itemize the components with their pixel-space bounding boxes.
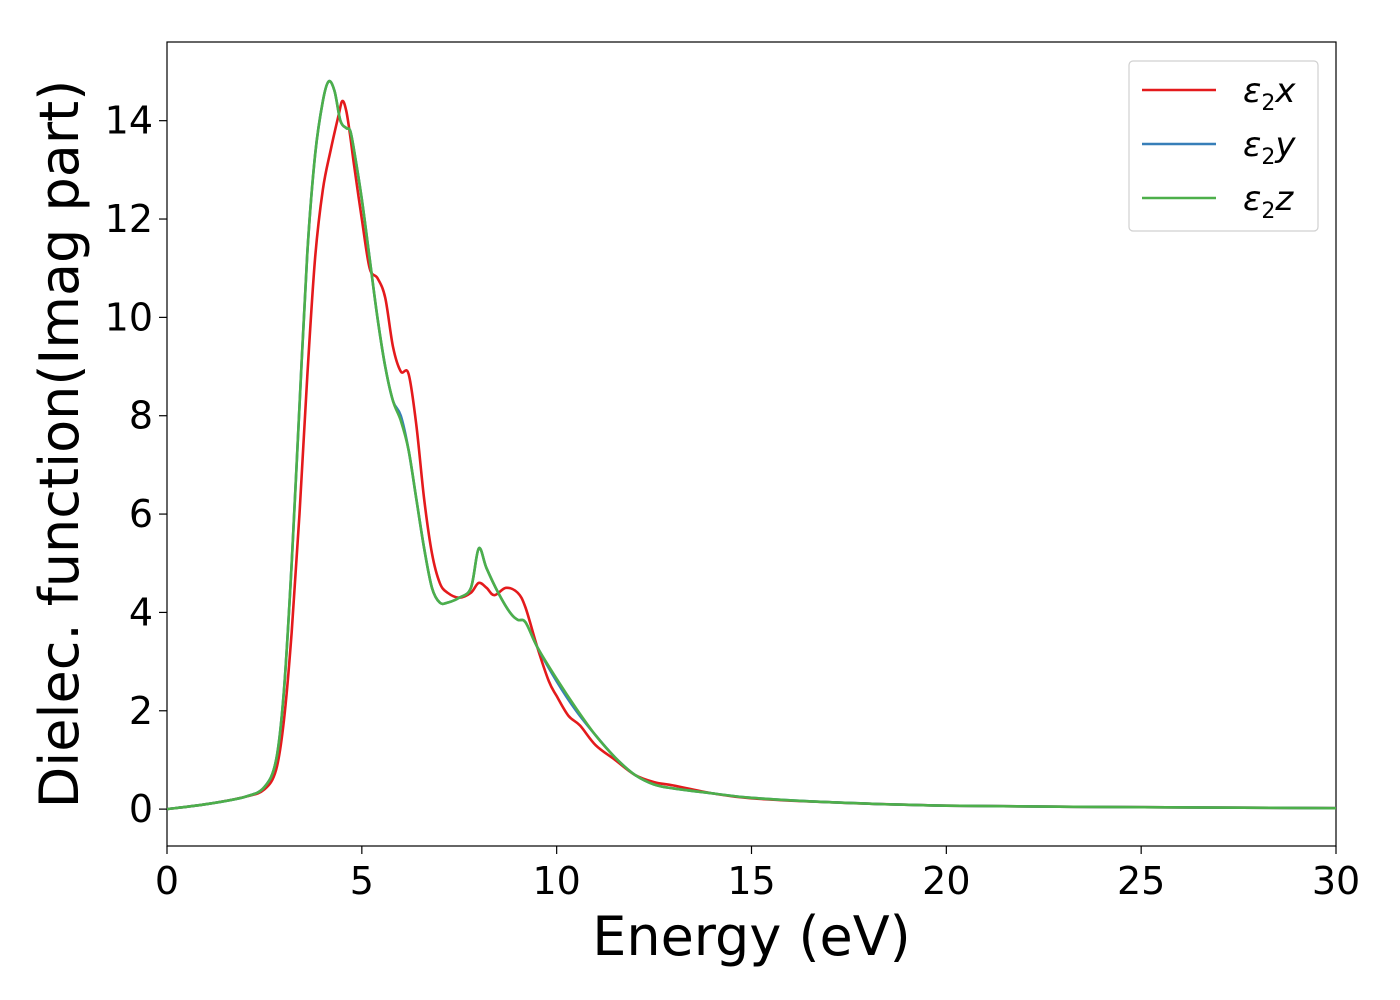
legend-entry-label: ε2z [1243, 179, 1294, 224]
legend-subscript: 2 [1261, 145, 1275, 170]
x-tick-label: 25 [1117, 859, 1165, 903]
y-tick-label: 10 [105, 295, 153, 339]
legend-subscript: 2 [1261, 199, 1275, 224]
x-axis-label: Energy (eV) [592, 905, 911, 968]
legend-variable: y [1274, 125, 1296, 165]
y-tick-label: 14 [105, 99, 153, 143]
x-axis: 0 5 10 15 20 25 30 [155, 846, 1360, 903]
y-tick-label: 0 [129, 787, 153, 831]
y-tick-label: 4 [129, 590, 153, 634]
legend-variable: z [1274, 179, 1294, 219]
legend-subscript: 2 [1261, 91, 1275, 116]
x-tick-label: 0 [155, 859, 179, 903]
x-tick-label: 5 [350, 859, 374, 903]
series-layer [166, 79, 1337, 811]
x-tick-label: 10 [532, 859, 580, 903]
legend-symbol: ε [1243, 125, 1261, 165]
series-line-3 [166, 79, 1337, 811]
legend-symbol: ε [1243, 179, 1261, 219]
y-axis: 0 2 4 6 8 10 12 14 [105, 99, 167, 831]
legend-symbol: ε [1243, 71, 1261, 111]
y-tick-label: 8 [129, 394, 153, 438]
y-tick-label: 2 [129, 689, 153, 733]
legend-variable: x [1274, 71, 1296, 111]
legend-box [1128, 60, 1319, 232]
y-axis-label: Dielec. function(Imag part) [28, 80, 91, 809]
legend-entry-label: ε2x [1243, 71, 1296, 116]
y-tick-label: 6 [129, 492, 153, 536]
x-tick-label: 20 [922, 859, 970, 903]
legend-entry-label: ε2y [1243, 125, 1296, 170]
x-tick-label: 15 [727, 859, 775, 903]
y-tick-label: 12 [105, 197, 153, 241]
x-tick-label: 30 [1312, 859, 1360, 903]
